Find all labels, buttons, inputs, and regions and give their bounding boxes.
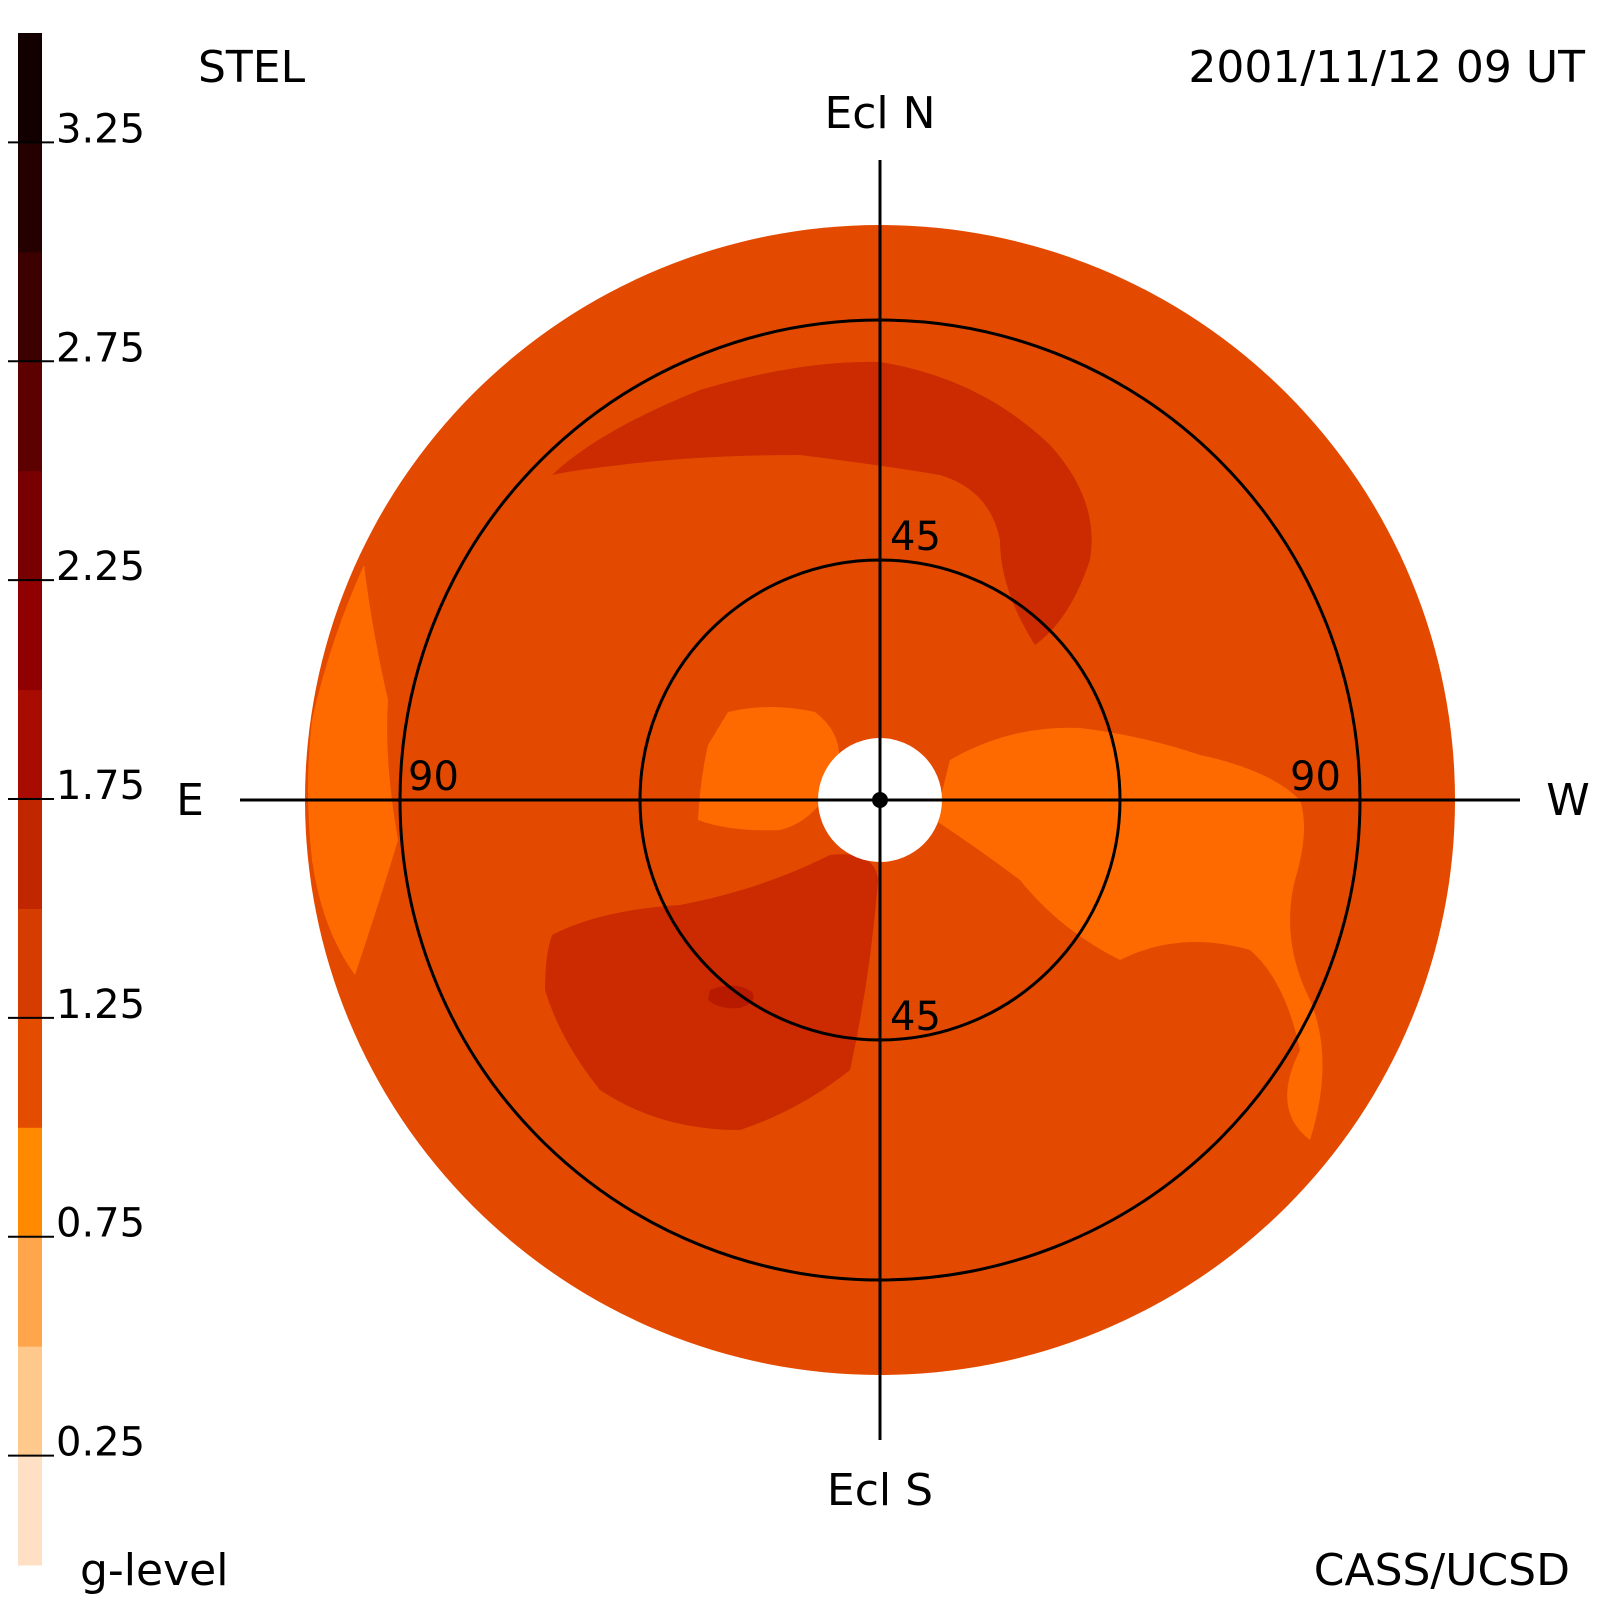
title-left: STEL — [198, 42, 306, 93]
low-region-east-rim — [308, 565, 398, 975]
high-region-north-arc — [552, 361, 1092, 645]
colorbar-segment — [18, 470, 42, 581]
colorbar-segment — [18, 361, 42, 472]
title-right: 2001/11/12 09 UT — [1188, 42, 1585, 93]
ring-label-45-bottom: 45 — [890, 994, 941, 1040]
colorbar-tick-label: 3.25 — [56, 106, 145, 152]
colorbar-segment — [18, 251, 42, 362]
colorbar-segment — [18, 1346, 42, 1457]
ring-label-90-right: 90 — [1290, 754, 1341, 800]
low-region-west-lobe — [935, 727, 1323, 1140]
sky-map — [240, 160, 1520, 1440]
colorbar-ticks: 0.25 0.75 1.25 1.75 2.25 2.75 3.25 — [8, 106, 145, 1466]
peak-region — [708, 985, 754, 1009]
colorbar-segment — [18, 580, 42, 691]
colorbar-segment — [18, 33, 42, 143]
colorbar-tick-label: 1.75 — [56, 763, 145, 809]
sun-center-dot — [872, 792, 888, 808]
colorbar-segment — [18, 142, 42, 253]
label-east: E — [176, 775, 204, 826]
colorbar-segment — [18, 1455, 42, 1566]
footer-credit: CASS/UCSD — [1314, 1545, 1570, 1596]
colorbar-segment — [18, 1127, 42, 1238]
colorbar-tick-label: 2.75 — [56, 325, 145, 371]
colorbar-tick-label: 0.25 — [56, 1420, 145, 1466]
colorbar-segment — [18, 799, 42, 909]
colorbar-segment — [18, 1017, 42, 1128]
colorbar-segment — [18, 908, 42, 1019]
label-west: W — [1546, 775, 1590, 826]
colorbar-tick-label: 1.25 — [56, 982, 145, 1028]
colorbar-tick-label: 2.25 — [56, 544, 145, 590]
label-ecl-south: Ecl S — [827, 1465, 933, 1516]
ring-label-45-top: 45 — [890, 514, 941, 560]
ring-label-90-left: 90 — [408, 754, 459, 800]
colorbar — [18, 33, 42, 1566]
colorbar-label: g-level — [80, 1545, 228, 1596]
colorbar-segment — [18, 1236, 42, 1347]
colorbar-tick-label: 0.75 — [56, 1201, 145, 1247]
label-ecl-north: Ecl N — [824, 88, 935, 139]
low-regions — [308, 565, 1323, 1140]
colorbar-segment — [18, 689, 42, 800]
